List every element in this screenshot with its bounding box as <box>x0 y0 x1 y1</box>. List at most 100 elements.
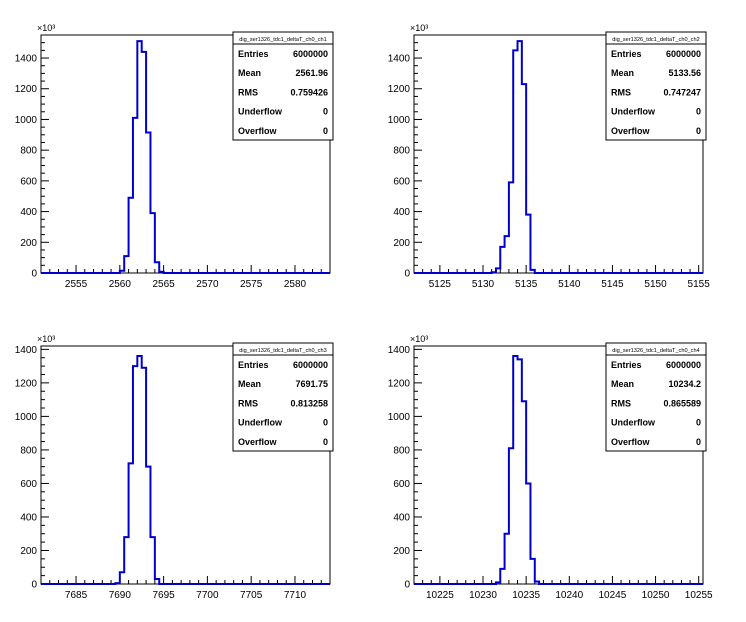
histogram-bin <box>500 247 504 273</box>
histogram-bin <box>120 572 124 584</box>
histogram-panel-ch4: 0 200 400 600 800 1000 1200 1400 10225 10230 10235… <box>388 334 713 601</box>
stats-name: dig_ser1326_tdc1_deltaT_ch0_ch2 <box>612 37 699 43</box>
stats-value: 0 <box>696 107 701 117</box>
y-tick-label: 200 <box>20 546 37 557</box>
histogram-bin <box>518 41 522 273</box>
x-tick-label: 7690 <box>109 590 132 601</box>
y-tick-label: 1000 <box>388 412 411 423</box>
y-tick-label: 400 <box>20 512 37 523</box>
x-tick-label: 2555 <box>65 279 88 290</box>
y-tick-label: 800 <box>20 146 37 157</box>
histogram-bin <box>155 579 159 584</box>
stats-box <box>232 31 334 141</box>
histogram-panel-ch1: 0 200 400 600 800 1000 1200 1400 2555 2560 2565 257… <box>15 23 334 290</box>
y-tick-label: 1200 <box>388 378 411 389</box>
histogram-bin <box>129 198 133 273</box>
histogram-line <box>41 40 330 274</box>
histogram-bin <box>146 133 150 273</box>
histogram-panel-ch3: 0 200 400 600 800 1000 1200 1400 7685 7690 7695 770… <box>15 334 334 601</box>
x-tick-label: 5140 <box>558 279 581 290</box>
y-tick-label: 600 <box>393 176 410 187</box>
y-tick-label: 400 <box>20 207 37 218</box>
stats-label: Underflow <box>238 107 283 117</box>
histogram-bin <box>129 463 133 584</box>
y-exponent-label: ×10³ <box>410 23 428 33</box>
x-tick-label: 5155 <box>688 279 711 290</box>
stats-value: 0.759426 <box>290 87 328 97</box>
stats-value: 5133.56 <box>668 68 701 78</box>
stats-value: 6000000 <box>666 360 701 370</box>
stats-name: dig_ser1326_tdc1_deltaT_ch0_ch4 <box>612 348 699 354</box>
x-tick-label: 5135 <box>515 279 538 290</box>
histogram-bin <box>137 41 141 273</box>
stats-value: 0 <box>696 126 701 136</box>
histogram-bin <box>496 582 500 584</box>
stats-value: 0 <box>323 107 328 117</box>
stats-value: 0.747247 <box>663 87 701 97</box>
x-tick-label: 10255 <box>685 590 713 601</box>
stats-name: dig_ser1326_tdc1_deltaT_ch0_ch3 <box>239 348 326 354</box>
x-tick-label: 10250 <box>642 590 670 601</box>
stats-label: Mean <box>611 68 634 78</box>
y-exponent-label: ×10³ <box>37 23 55 33</box>
histogram-bin <box>500 569 504 584</box>
x-tick-label: 10245 <box>599 590 627 601</box>
stats-value: 0 <box>323 437 328 447</box>
stats-value: 0 <box>323 126 328 136</box>
y-tick-label: 200 <box>20 238 37 249</box>
stats-box <box>605 342 707 452</box>
stats-value: 2561.96 <box>295 68 328 78</box>
stats-label: Underflow <box>611 107 656 117</box>
y-tick-label: 0 <box>31 580 37 591</box>
stats-label: Underflow <box>238 418 283 428</box>
histogram-bin <box>509 182 513 273</box>
x-tick-label: 7685 <box>65 590 88 601</box>
stats-value: 7691.75 <box>295 379 328 389</box>
histogram-line <box>414 355 703 585</box>
x-tick-label: 7705 <box>240 590 263 601</box>
stats-value: 10234.2 <box>668 379 701 389</box>
histogram-bin <box>150 537 154 584</box>
stats-value: 6000000 <box>666 49 701 59</box>
y-tick-label: 400 <box>393 207 410 218</box>
histogram-bin <box>155 262 159 273</box>
x-tick-label: 2560 <box>109 279 132 290</box>
histogram-bin <box>522 84 526 273</box>
y-tick-label: 1000 <box>15 412 38 423</box>
histogram-bin <box>133 118 137 273</box>
stats-value: 0.813258 <box>290 398 328 408</box>
histogram-bin <box>513 356 517 584</box>
y-tick-label: 1400 <box>388 345 411 356</box>
stats-value: 0 <box>696 437 701 447</box>
x-tick-label: 5150 <box>644 279 667 290</box>
x-tick-label: 5145 <box>601 279 624 290</box>
stats-value: 0 <box>323 418 328 428</box>
histogram-bin <box>150 213 154 273</box>
stats-label: RMS <box>238 87 258 97</box>
y-tick-label: 600 <box>393 479 410 490</box>
y-tick-label: 400 <box>393 512 410 523</box>
stats-label: RMS <box>611 87 631 97</box>
histogram-bin <box>159 272 163 273</box>
x-tick-label: 10235 <box>512 590 540 601</box>
stats-label: Mean <box>238 379 261 389</box>
stats-label: Overflow <box>238 126 278 136</box>
histogram-bin <box>496 268 500 273</box>
x-tick-label: 10230 <box>469 590 497 601</box>
histogram-bin <box>505 236 509 273</box>
x-tick-label: 2575 <box>240 279 263 290</box>
histogram-bin <box>137 356 141 584</box>
histogram-line <box>41 355 330 585</box>
histogram-bin <box>146 467 150 584</box>
histogram-bin <box>535 581 539 584</box>
y-tick-label: 200 <box>393 238 410 249</box>
x-tick-label: 7710 <box>284 590 307 601</box>
y-tick-label: 1400 <box>15 54 38 65</box>
histogram-bin <box>530 559 534 584</box>
stats-box <box>232 342 334 452</box>
y-tick-label: 0 <box>404 580 410 591</box>
histogram-panel-ch2: 0 200 400 600 800 1000 1200 1400 5125 5130 5135 514… <box>388 23 710 290</box>
x-tick-label: 5125 <box>429 279 452 290</box>
histogram-bin <box>115 583 119 584</box>
